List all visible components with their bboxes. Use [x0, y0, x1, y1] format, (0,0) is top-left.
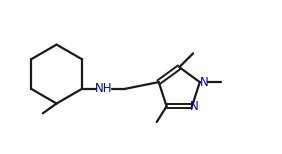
Text: NH: NH [95, 82, 113, 95]
Text: N: N [190, 100, 198, 113]
Text: N: N [199, 76, 208, 89]
